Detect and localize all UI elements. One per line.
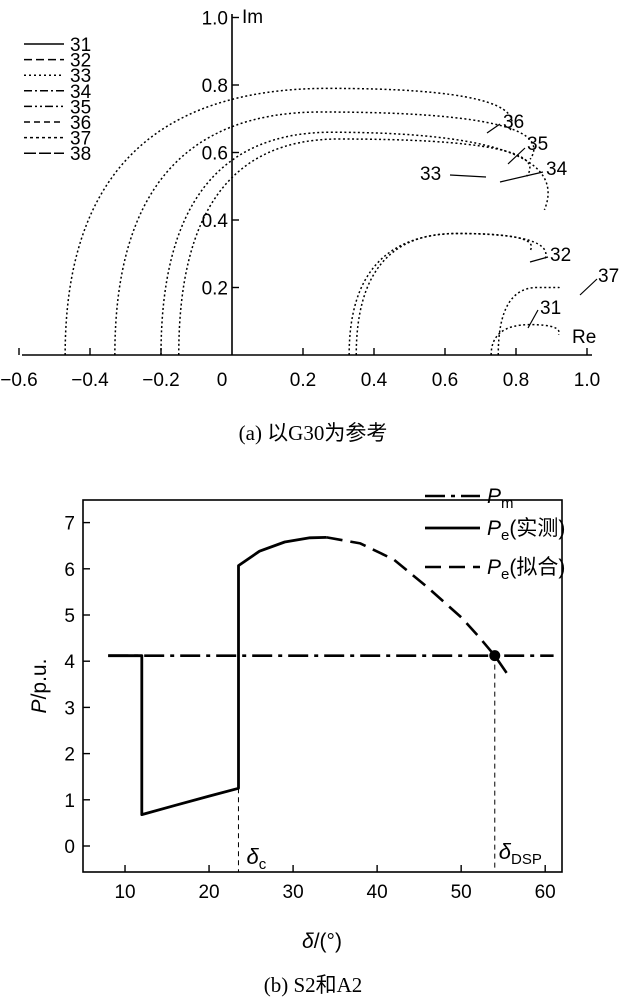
panel-a-x-tick-label: 0.6 [432, 370, 458, 391]
panel-a-y-tick-label: 0.6 [202, 144, 228, 165]
panel-b-x-tick-label: 60 [535, 882, 556, 903]
panel-a-y-tick-label: 0.4 [202, 211, 229, 232]
nyquist-curve-36 [64, 87, 513, 356]
annotation-label: 37 [598, 266, 619, 287]
panel-a-x-tick-label: −0.6 [0, 370, 38, 391]
legend-subscript: e [501, 566, 509, 583]
legend-label-31: 31 [70, 35, 91, 56]
legend-p-symbol: P [487, 517, 501, 540]
panel-b-y-tick-label: 7 [64, 514, 75, 535]
annotation-leader [529, 256, 549, 263]
panel-b-y-tick-label: 4 [64, 652, 75, 673]
panel-a-x-tick-label: 0.4 [361, 370, 388, 391]
panel-b-x-tick-label: 30 [283, 882, 304, 903]
panel-b-legend-label: Pm [487, 485, 514, 512]
annotation-leader [527, 309, 539, 329]
legend-label-38: 38 [70, 144, 91, 165]
panel-a-x-tick-label: −0.4 [71, 370, 109, 391]
panel-a-ticks: −0.6 −0.4 −0.2 0 0.2 0.4 0.6 0.8 1.0 1.0 0.8 0.6 0.4… [0, 9, 600, 392]
panel-b-ylabel: P/p.u. [28, 659, 51, 714]
panel-a-x-tick-label: −0.2 [142, 370, 180, 391]
delta-dsp-label: δDSP [499, 839, 542, 868]
panel-b-y-tick-label: 0 [64, 837, 75, 858]
panel-a-caption: (a) 以G30为参考 [239, 421, 388, 445]
panel-a-y-tick-label: 0.8 [202, 76, 228, 97]
panel-a-curves [64, 87, 560, 356]
legend-suffix: (拟合) [509, 556, 565, 579]
annotation-leader [486, 123, 501, 134]
panel-b-frame [82, 499, 563, 873]
annotation-label: 34 [546, 159, 568, 180]
delta-c-symbol: δ [246, 844, 259, 869]
series-Pe(拟合) [326, 536, 509, 675]
legend-subscript: m [501, 495, 514, 512]
operating-point-marker [489, 650, 501, 662]
panel-b-x-tick-label: 10 [114, 882, 135, 903]
annotation-label: 33 [420, 164, 441, 185]
nyquist-curve-32 [355, 232, 547, 356]
panel-a-y-tick-label: 0.2 [202, 279, 228, 300]
legend-label-35: 35 [70, 97, 91, 118]
panel-b-caption: (b) S2和A2 [264, 973, 363, 997]
nyquist-curve-35 [114, 111, 535, 356]
annotation-label: 32 [550, 245, 571, 266]
panel-a-x-tick-label: 0.8 [503, 370, 529, 391]
legend-p-symbol: P [487, 485, 501, 508]
nyquist-curve-37 [497, 286, 560, 356]
annotation-label: 31 [540, 298, 561, 319]
panel-b-legend-label: Pe(实测) [487, 517, 565, 544]
nyquist-curve-38 [348, 232, 533, 356]
annotation-leader [499, 171, 544, 183]
delta-c-subscript: c [259, 856, 267, 873]
annotation-leader [449, 174, 487, 178]
nyquist-curve-31 [490, 323, 560, 356]
legend-p-symbol: P [487, 556, 501, 579]
panel-b-x-tick-label: 40 [367, 882, 388, 903]
panel-b-y-tick-label: 2 [64, 745, 75, 766]
legend-label-33: 33 [70, 66, 91, 87]
delta-dsp-symbol: δ [499, 839, 512, 864]
legend-label-34: 34 [70, 82, 92, 103]
panel-a-x-tick-label: 0 [217, 370, 228, 391]
series-Pe(实测) [108, 536, 327, 816]
panel-a-x-tick-label: 0.2 [290, 370, 316, 391]
nyquist-curve-33 [178, 138, 531, 356]
panel-a-im-label: Im [242, 7, 263, 28]
legend-suffix: (实测) [509, 517, 565, 540]
nyquist-curve-34 [160, 131, 549, 356]
panel-b-x-tick-label: 20 [198, 882, 219, 903]
delta-dsp-subscript: DSP [511, 851, 542, 868]
panel-b-xlabel: δ/(°) [302, 930, 342, 953]
delta-c-label: δc [246, 844, 266, 873]
panel-a-nyquist: −0.6 −0.4 −0.2 0 0.2 0.4 0.6 0.8 1.0 1.0 0.8 0.6 0.4… [0, 7, 619, 445]
panel-b-legend-label: Pe(拟合) [487, 556, 565, 583]
panel-b-y-tick-label: 1 [64, 791, 75, 812]
legend-subscript: e [501, 527, 509, 544]
panel-b-y-tick-label: 6 [64, 560, 75, 581]
panel-b-y-tick-label: 3 [64, 698, 75, 719]
panel-b-x-tick-label: 50 [451, 882, 472, 903]
panel-a-y-tick-label: 1.0 [202, 9, 228, 30]
annotation-leader [507, 147, 526, 165]
panel-a-re-label: Re [572, 327, 596, 348]
legend-label-36: 36 [70, 113, 91, 134]
panel-a-x-tick-label: 1.0 [574, 370, 600, 391]
annotation-label: 35 [527, 134, 548, 155]
legend-label-32: 32 [70, 51, 91, 72]
annotation-label: 36 [503, 112, 524, 133]
panel-b-y-tick-label: 5 [64, 606, 75, 627]
legend-label-37: 37 [70, 129, 91, 150]
annotation-leader [579, 278, 598, 296]
